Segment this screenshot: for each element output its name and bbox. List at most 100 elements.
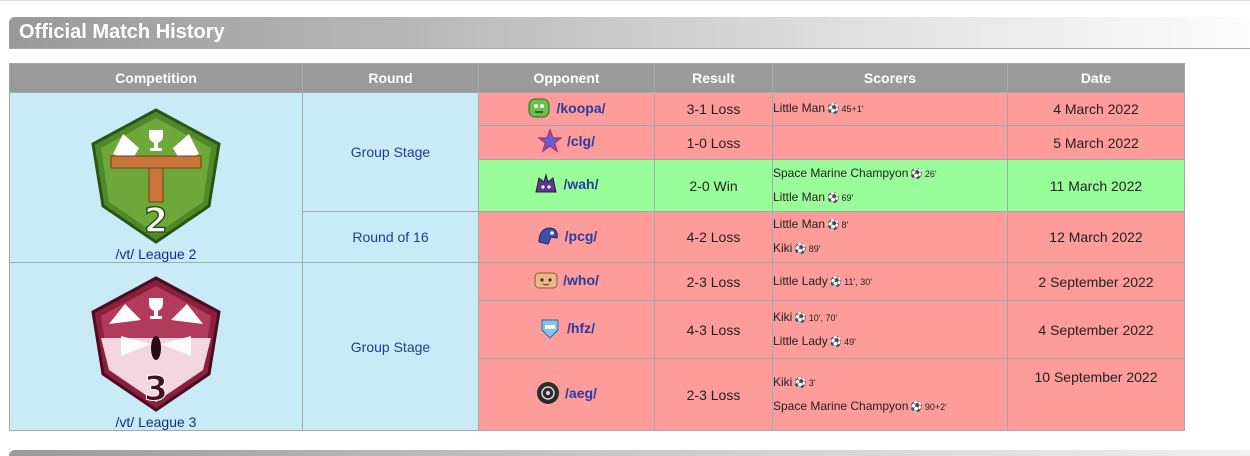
round-cell: Group Stage [302, 92, 479, 212]
round-cell: Round of 16 [302, 211, 479, 263]
scorer-name[interactable]: Little Man [773, 101, 826, 115]
header-opponent: Opponent [478, 63, 655, 93]
scorers-cell: Space Marine Champyon ⚽ 26' Little Man ⚽ 69' [772, 159, 1008, 212]
scorers-cell: Little Man ⚽ 45+1' [772, 92, 1008, 126]
soccer-ball-icon: ⚽ [794, 244, 807, 255]
opponent-link[interactable]: /aeg/ [565, 385, 597, 401]
soccer-ball-icon: ⚽ [827, 192, 840, 204]
league-3-crest-icon: 3 [91, 276, 221, 412]
table-row: /wah/ 2-0 Win Space Marine Champyon ⚽ 26' … [10, 159, 1185, 212]
scorer-minutes: 8' [841, 220, 849, 230]
pcg-team-icon [538, 226, 558, 245]
scorer-name[interactable]: Little Lady [773, 273, 828, 288]
scorer-entry: Kiki ⚽ 10', 70' [773, 306, 1007, 330]
scorer-name[interactable]: Little Lady [773, 333, 828, 348]
scorer-entry: Little Man ⚽ 8' [773, 213, 1007, 237]
scorer-minutes: 26' [924, 168, 937, 179]
scorers-cell [772, 125, 1008, 160]
scorer-name[interactable]: Little Man [773, 189, 826, 204]
table-row: /hfz/ 4-3 Loss Kiki ⚽ 10', 70' Little Lady… [10, 300, 1185, 359]
header-date: Date [1007, 63, 1185, 93]
opponent-link[interactable]: /who/ [563, 272, 599, 288]
date-cell: 10 September 2022 [1007, 358, 1185, 431]
scorer-entry: Little Man ⚽ 45+1' [773, 97, 1007, 121]
crest-number: 3 [144, 369, 168, 409]
scorer-entry: Kiki ⚽ 3' [773, 371, 1007, 395]
table-row: /aeg/ 2-3 Loss Kiki ⚽ 3' Space Marine Cham… [10, 358, 1185, 431]
competition-cell: 3 /vt/ League 3 [9, 262, 303, 431]
scorer-minutes: 69' [841, 192, 854, 203]
soccer-ball-icon: ⚽ [829, 276, 843, 288]
opponent-cell: /pcg/ [478, 211, 655, 263]
top-divider [0, 0, 1250, 1]
opponent-cell: /hfz/ [478, 300, 655, 359]
opponent-cell: /koopa/ [478, 92, 655, 126]
wah-team-icon [535, 173, 558, 193]
scorer-entry: Little Lady ⚽ 11', 30' [773, 270, 1007, 294]
result-cell: 1-0 Loss [654, 125, 773, 160]
date-cell: 4 March 2022 [1007, 92, 1185, 126]
opponent-cell: /wah/ [478, 159, 655, 212]
result-cell: 3-1 Loss [654, 92, 773, 126]
scorer-name[interactable]: Space Marine Champyon [773, 398, 909, 413]
table-row: /clg/ 1-0 Loss 5 March 2022 [10, 125, 1185, 160]
round-cell: Group Stage [302, 262, 479, 431]
opponent-cell: /aeg/ [478, 358, 655, 431]
koopa-team-icon [528, 98, 550, 117]
scorer-minutes: 49' [844, 336, 856, 347]
header-result: Result [654, 63, 773, 93]
date-cell: 12 March 2022 [1007, 211, 1185, 263]
clg-team-icon [537, 129, 562, 153]
section-title: Official Match History [19, 21, 225, 43]
scorer-name[interactable]: Little Man [773, 217, 826, 231]
scorer-entry: Kiki ⚽ 89' [773, 237, 1007, 261]
scorer-name[interactable]: Kiki [773, 374, 793, 389]
soccer-ball-icon: ⚽ [827, 104, 840, 115]
header-competition: Competition [9, 63, 303, 93]
opponent-cell: /clg/ [478, 125, 655, 160]
scorer-minutes: 11', 30' [844, 276, 872, 287]
soccer-ball-icon: ⚽ [910, 168, 923, 180]
opponent-link[interactable]: /koopa/ [556, 99, 606, 116]
header-scorers: Scorers [772, 63, 1008, 93]
aeg-team-icon [537, 382, 560, 404]
table-row: Round of 16 /pcg/ 4-2 Loss Little Man ⚽ 8'… [10, 211, 1185, 263]
scorer-minutes: 89' [808, 244, 821, 254]
opponent-link[interactable]: /clg/ [566, 133, 595, 149]
scorers-cell: Little Lady ⚽ 11', 30' [772, 262, 1008, 301]
scorer-entry: Space Marine Champyon ⚽ 90+2' [773, 395, 1007, 419]
opponent-cell: /who/ [478, 262, 655, 301]
result-cell: 4-3 Loss [654, 300, 773, 359]
scorer-name[interactable]: Kiki [773, 309, 793, 324]
scorer-entry: Little Man ⚽ 69' [773, 186, 1007, 210]
date-cell: 5 March 2022 [1007, 125, 1185, 160]
date-cell: 4 September 2022 [1007, 300, 1185, 359]
scorer-minutes: 10', 70' [808, 312, 838, 323]
result-cell: 4-2 Loss [654, 211, 773, 263]
scorer-name[interactable]: Space Marine Champyon [773, 165, 909, 180]
who-team-icon [534, 272, 558, 289]
soccer-ball-icon: ⚽ [794, 377, 807, 389]
scorer-minutes: 90+2' [924, 401, 947, 412]
next-section-header [9, 450, 1250, 456]
result-cell: 2-0 Win [654, 159, 773, 212]
date-cell: 11 March 2022 [1007, 159, 1185, 212]
section-header: Official Match History [9, 17, 1250, 49]
hfz-team-icon [541, 319, 559, 339]
opponent-link[interactable]: /pcg/ [564, 227, 598, 244]
crest-number: 2 [144, 201, 168, 241]
competition-name[interactable]: /vt/ League 3 [115, 414, 197, 430]
result-cell: 2-3 Loss [654, 358, 773, 431]
soccer-ball-icon: ⚽ [827, 220, 840, 231]
opponent-link[interactable]: /wah/ [563, 176, 599, 192]
soccer-ball-icon: ⚽ [910, 401, 923, 413]
competition-cell: 2 /vt/ League 2 [9, 92, 303, 263]
opponent-link[interactable]: /hfz/ [567, 320, 595, 336]
scorer-name[interactable]: Kiki [773, 241, 793, 255]
competition-name[interactable]: /vt/ League 2 [115, 246, 197, 262]
scorers-cell: Kiki ⚽ 3' Space Marine Champyon ⚽ 90+2' [772, 358, 1008, 431]
soccer-ball-icon: ⚽ [829, 336, 843, 348]
scorers-cell: Kiki ⚽ 10', 70' Little Lady ⚽ 49' [772, 300, 1008, 359]
match-history-table: Competition Round Opponent Result Scorer… [9, 63, 1185, 431]
result-cell: 2-3 Loss [654, 262, 773, 301]
